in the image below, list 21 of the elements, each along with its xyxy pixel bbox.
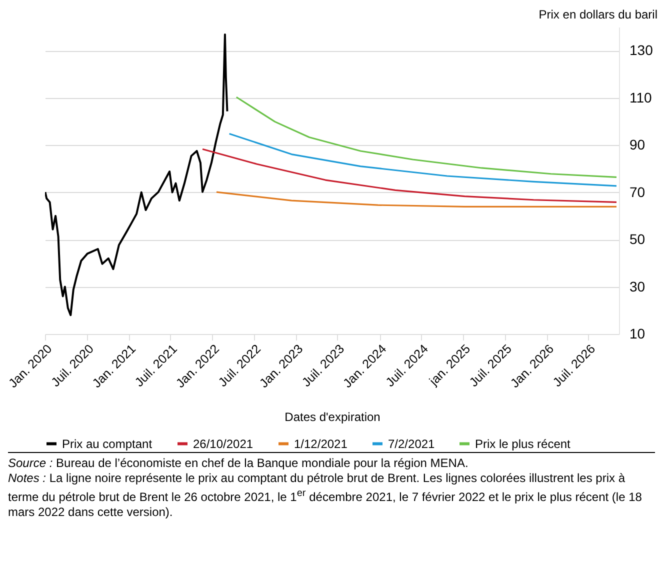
line-series [228,132,618,187]
y-axis-title: Prix en dollars du baril [538,8,658,22]
line-series [236,96,618,178]
y-tick-label: 130 [630,42,654,58]
line-series [45,34,228,316]
source-note: Source : Bureau de l’économiste en chef de la Banque mondiale pour la région MENA. [8,456,468,470]
text: Notes : La ligne noire représente le prix au comptant du pétrole brut de Brent. Les lignes colorées illustrent les prix à terme du pétrole brut de Brent le 26 octobre 2021, le 1$^{er}$ décembre 2021, le 7 février 2022 et le prix le plus récent (le 18 mars 2022 dans cette version). [8,471,642,519]
legend-label: 7/2/2021 [388,436,436,451]
x-axis-title: Dates d'expiration [284,410,380,424]
y-tick-label: 50 [630,231,646,248]
legend-label: 1/12/2021 [294,436,348,451]
legend-label: Prix le plus récent [475,436,572,451]
y-tick-label: 10 [630,326,646,342]
legend-label: 26/10/2021 [193,436,254,451]
y-tick-label: 90 [630,136,646,153]
y-tick-label: 70 [630,184,646,200]
y-tick-label: 110 [630,89,652,106]
line-series [202,148,618,204]
y-tick-label: 30 [630,278,646,294]
legend-label: Prix au comptant [62,436,153,451]
line-series [216,191,618,208]
